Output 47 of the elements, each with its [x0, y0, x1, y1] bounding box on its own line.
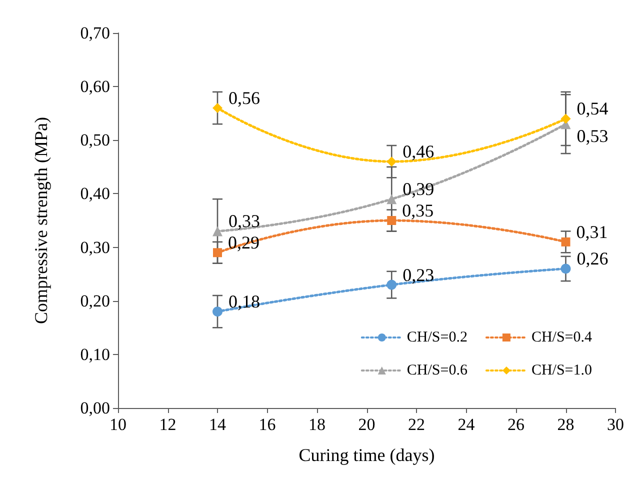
- data-label: 0,35: [402, 200, 434, 220]
- x-tick-label: 12: [159, 415, 176, 434]
- y-tick-label: 0,10: [80, 344, 110, 364]
- y-axis-title: Compressive strength (MPa): [31, 117, 51, 324]
- point: [386, 194, 397, 204]
- data-label: 0,31: [576, 222, 608, 242]
- point: [560, 264, 571, 274]
- x-tick-label: 14: [209, 415, 226, 434]
- x-tick-label: 28: [557, 415, 574, 434]
- x-tick-label: 24: [458, 415, 476, 434]
- point: [561, 237, 570, 246]
- x-tick-label: 18: [308, 415, 326, 434]
- y-tick-label: 0,60: [80, 77, 110, 96]
- data-label: 0,54: [576, 98, 608, 119]
- x-axis-title: Curing time (days): [298, 445, 435, 465]
- point: [212, 306, 222, 317]
- data-label: 0,26: [576, 248, 608, 269]
- point: [212, 226, 222, 236]
- y-tick-label: 0,50: [80, 130, 110, 150]
- y-tick-label: 0,00: [80, 398, 110, 418]
- y-tick-label: 0,70: [80, 24, 110, 42]
- point: [213, 248, 222, 258]
- data-label: 0,33: [228, 211, 260, 232]
- data-label: 0,46: [402, 142, 434, 162]
- point: [386, 156, 397, 167]
- legend-label: CH/S=0.6: [406, 362, 468, 378]
- data-label: 0,23: [402, 264, 434, 285]
- data-label: 0,56: [228, 88, 260, 108]
- point: [212, 103, 222, 113]
- x-tick-label: 22: [408, 415, 425, 434]
- y-tick-label: 0,40: [80, 184, 110, 204]
- data-label: 0,53: [576, 126, 608, 146]
- x-tick-label: 20: [358, 415, 376, 434]
- y-tick-label: 0,20: [80, 291, 110, 310]
- x-tick-label: 30: [607, 415, 624, 434]
- point: [386, 280, 397, 290]
- y-tick-label: 0,30: [80, 238, 110, 257]
- data-label: 0,39: [402, 179, 434, 200]
- legend-label: CH/S=0.2: [406, 330, 468, 346]
- x-tick-label: 10: [110, 415, 126, 434]
- point: [387, 216, 396, 225]
- x-tick-label: 16: [258, 415, 276, 434]
- x-tick-label: 26: [508, 415, 524, 434]
- data-label: 0,18: [228, 292, 260, 312]
- legend-label: CH/S=0.4: [531, 330, 592, 346]
- legend-label: CH/S=1.0: [531, 362, 592, 378]
- point: [560, 114, 571, 124]
